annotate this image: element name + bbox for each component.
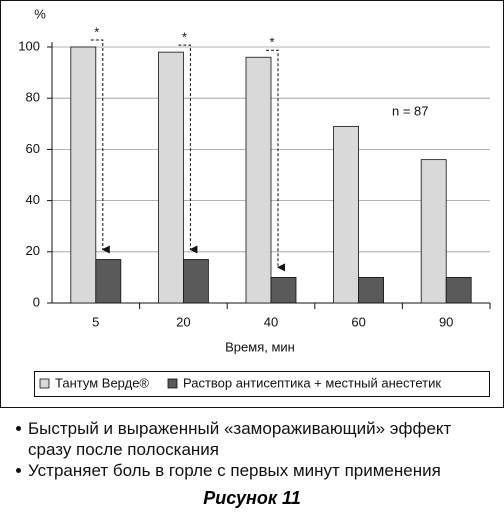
y-tick-label: 60 [26,141,40,156]
x-axis-label: Время, мин [225,339,295,354]
x-tick-label: 90 [439,314,453,329]
bar [70,46,97,304]
significance-marker: * [94,24,99,39]
bar [245,56,272,304]
annotation: n = 87 [392,103,429,118]
x-tick-label: 60 [351,314,365,329]
bar [420,159,447,304]
y-tick-label: 0 [33,294,40,309]
legend-swatch [167,378,178,389]
y-tick-label: 80 [26,90,40,105]
bullet: Быстрый и выраженный «замораживающий» эф… [14,418,498,460]
bar [270,276,297,304]
x-tick-label: 5 [92,314,99,329]
bar [95,259,122,304]
y-tick-label: 20 [26,243,40,258]
y-axis-label: % [34,6,46,21]
bullet: Устраняет боль в горле с первых минут пр… [14,460,498,481]
legend-box [34,371,490,397]
significance-marker: * [182,30,187,45]
y-tick-label: 40 [26,192,40,207]
bullet-text: Быстрый и выраженный «замораживающий» эф… [28,419,452,459]
legend-swatch [39,378,50,389]
y-tick-label: 100 [18,38,40,53]
caption: Рисунок 11 [203,488,301,508]
bar [445,276,472,304]
significance-arrow [90,39,110,254]
bar [358,276,385,304]
notes: Быстрый и выраженный «замораживающий» эф… [14,418,498,481]
x-tick-label: 40 [264,314,278,329]
legend-label: Тантум Верде® [55,375,149,390]
legend-label: Раствор антисептика + местный анестетик [183,375,441,390]
chart: % Время, мин n = 87 0 20 40 60 80 100 5 20 40 60 9… [0,0,504,408]
bar [157,51,184,304]
bar [333,125,360,304]
bullet-text: Устраняет боль в горле с первых минут пр… [28,461,441,480]
x-tick-label: 20 [176,314,190,329]
bar [182,259,209,304]
significance-arrow [266,49,285,272]
significance-marker: * [269,35,274,50]
significance-arrow [178,44,198,254]
